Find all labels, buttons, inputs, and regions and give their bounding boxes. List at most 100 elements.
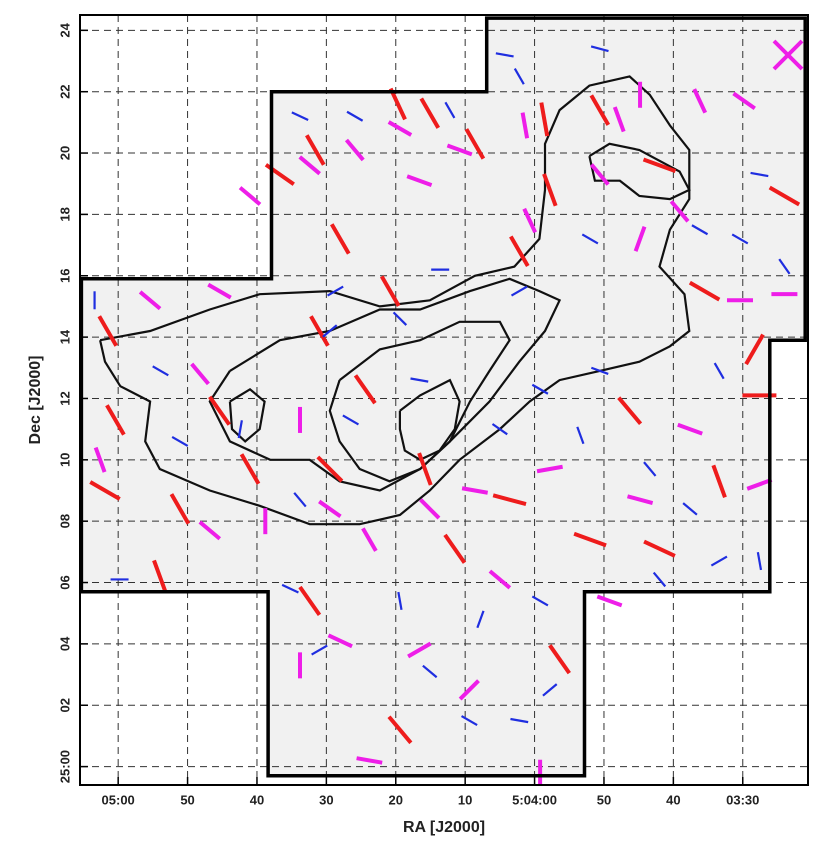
polarization-vector <box>573 531 607 548</box>
polarization-vector <box>198 520 222 541</box>
polarization-vector <box>536 464 563 474</box>
polarization-vector <box>207 282 232 300</box>
y-tick-label: 06 <box>57 575 72 589</box>
y-tick-label: 16 <box>57 269 72 283</box>
polarization-vector <box>510 717 529 724</box>
polarization-vector <box>392 311 408 326</box>
polarization-vector <box>539 102 550 137</box>
polarization-vector <box>522 207 538 234</box>
polarization-vector <box>446 143 473 157</box>
polarization-vector <box>458 679 480 701</box>
polarization-vector <box>510 285 528 297</box>
x-tick-label: 10 <box>458 792 472 807</box>
polarization-vector <box>756 552 763 571</box>
polarization-vector <box>713 362 725 380</box>
polarization-vector <box>293 492 307 508</box>
polarization-vector <box>596 594 623 608</box>
y-tick-label: 04 <box>57 636 72 651</box>
polarization-vector <box>677 422 703 436</box>
polarization-vector <box>768 185 801 207</box>
polarization-vector <box>322 324 338 338</box>
polarization-vector <box>542 683 558 697</box>
polarization-vector <box>330 223 351 255</box>
polarization-vector <box>309 315 330 347</box>
survey-boundary <box>79 16 807 778</box>
polarization-vector <box>589 94 611 126</box>
polarization-vector <box>520 112 530 139</box>
x-tick-label: 50 <box>180 792 194 807</box>
contour <box>228 387 266 443</box>
background-layer <box>81 18 806 776</box>
plot-frame <box>79 14 809 786</box>
y-tick-label: 24 <box>57 22 72 37</box>
polarization-vector <box>387 120 413 137</box>
polarization-vector <box>460 715 478 727</box>
polarization-vector <box>344 138 365 162</box>
y-tick-label: 08 <box>57 514 72 528</box>
contour <box>99 75 691 526</box>
polarization-vector <box>387 715 413 745</box>
polarization-vector <box>318 499 342 518</box>
polarization-vector <box>298 155 321 176</box>
polarization-vector <box>744 333 765 366</box>
polarization-vector <box>590 45 609 53</box>
polarization-vector <box>105 404 126 436</box>
polarization-vector <box>461 486 489 495</box>
contour <box>328 320 511 483</box>
polarization-vector <box>732 91 756 110</box>
polarization-vector <box>464 128 486 160</box>
y-tick-label: 10 <box>57 453 72 467</box>
polarization-vector <box>379 275 401 307</box>
y-tick-label: 02 <box>57 698 72 712</box>
x-tick-label: 40 <box>250 792 264 807</box>
polarization-vector <box>444 101 456 119</box>
polarization-vector <box>311 644 328 656</box>
polarization-vector <box>169 493 191 525</box>
polarization-vector <box>589 163 610 186</box>
polarization-vector <box>513 68 525 85</box>
x-tick-label: 50 <box>597 792 611 807</box>
polarization-vector <box>643 461 657 477</box>
polarization-vector <box>531 383 549 395</box>
polarization-vector <box>97 315 118 347</box>
polarization-vector <box>305 134 326 166</box>
polarization-vector <box>711 464 727 498</box>
x-tick-label: 30 <box>319 792 333 807</box>
polarization-vector <box>492 493 527 507</box>
x-tick-label: 5:04:00 <box>512 792 557 807</box>
polarization-vector <box>710 555 728 567</box>
polarization-vector <box>576 426 585 445</box>
polarization-vector <box>238 186 262 206</box>
polarization-vector <box>531 595 549 607</box>
polarization-vector <box>353 374 377 405</box>
y-tick-label: 22 <box>57 84 72 98</box>
x-tick-label: 20 <box>389 792 403 807</box>
polarization-vector <box>495 52 514 58</box>
y-tick-label: 20 <box>57 146 72 160</box>
polarization-vector <box>422 664 438 679</box>
x-tick-label: 05:00 <box>102 792 135 807</box>
polarization-vector <box>778 258 791 275</box>
polarization-vector <box>617 396 643 426</box>
polarization-vector <box>626 494 654 505</box>
x-tick-label: 40 <box>666 792 680 807</box>
y-tick-label: 14 <box>57 329 72 344</box>
polarization-vector <box>208 395 231 426</box>
y-tick-label: 12 <box>57 391 72 405</box>
polarization-vector <box>291 111 309 122</box>
polarization-vector <box>691 224 709 236</box>
polarization-vector <box>419 97 441 129</box>
polarization-vector <box>93 446 107 473</box>
polarization-vector <box>750 171 769 178</box>
polarization-vector <box>643 539 676 558</box>
polarization-vector <box>692 88 708 114</box>
polarization-vector <box>298 585 322 617</box>
contour <box>208 277 562 492</box>
grid-layer <box>80 15 808 785</box>
polarization-vector <box>239 453 261 485</box>
polarization-vector <box>548 644 571 675</box>
contour <box>398 378 461 462</box>
x-tick-label: 03:30 <box>726 792 759 807</box>
polarization-vector <box>542 173 558 207</box>
